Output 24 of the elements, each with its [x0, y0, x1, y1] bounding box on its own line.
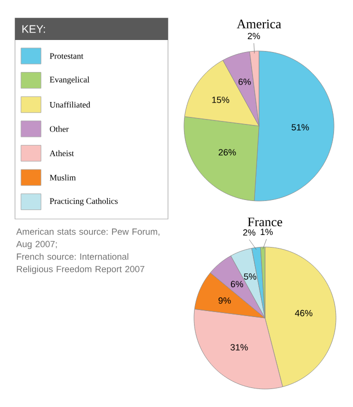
- legend-label: Practicing Catholics: [50, 198, 118, 206]
- data-label: 6%: [238, 78, 251, 85]
- chart-title: France: [248, 218, 282, 226]
- data-label: 15%: [212, 96, 230, 104]
- text: French source: International Religious Freedom Report 2007: [16, 253, 144, 274]
- data-label: 2%: [248, 32, 260, 40]
- data-label: 2%: [243, 229, 256, 236]
- data-label: 46%: [294, 310, 312, 316]
- legend-label: Protestant: [50, 53, 84, 59]
- legend-label: Unaffiliated: [50, 102, 90, 108]
- legend-title: KEY:: [22, 25, 45, 33]
- legend-label: Atheist: [50, 150, 74, 156]
- text: American stats source: Pew Forum, Aug 2007;: [16, 228, 160, 250]
- data-label: 1%: [260, 228, 273, 236]
- data-label: 6%: [230, 280, 244, 288]
- data-label: 5%: [244, 273, 256, 280]
- legend-label: Other: [50, 126, 69, 132]
- data-label: 26%: [218, 149, 236, 156]
- data-label: 9%: [218, 297, 231, 304]
- legend-label: Evangelical: [50, 76, 90, 84]
- data-label: 31%: [230, 344, 248, 350]
- legend-label: Muslim: [50, 174, 76, 180]
- data-label: 51%: [292, 124, 309, 130]
- chart-title: America: [236, 20, 282, 28]
